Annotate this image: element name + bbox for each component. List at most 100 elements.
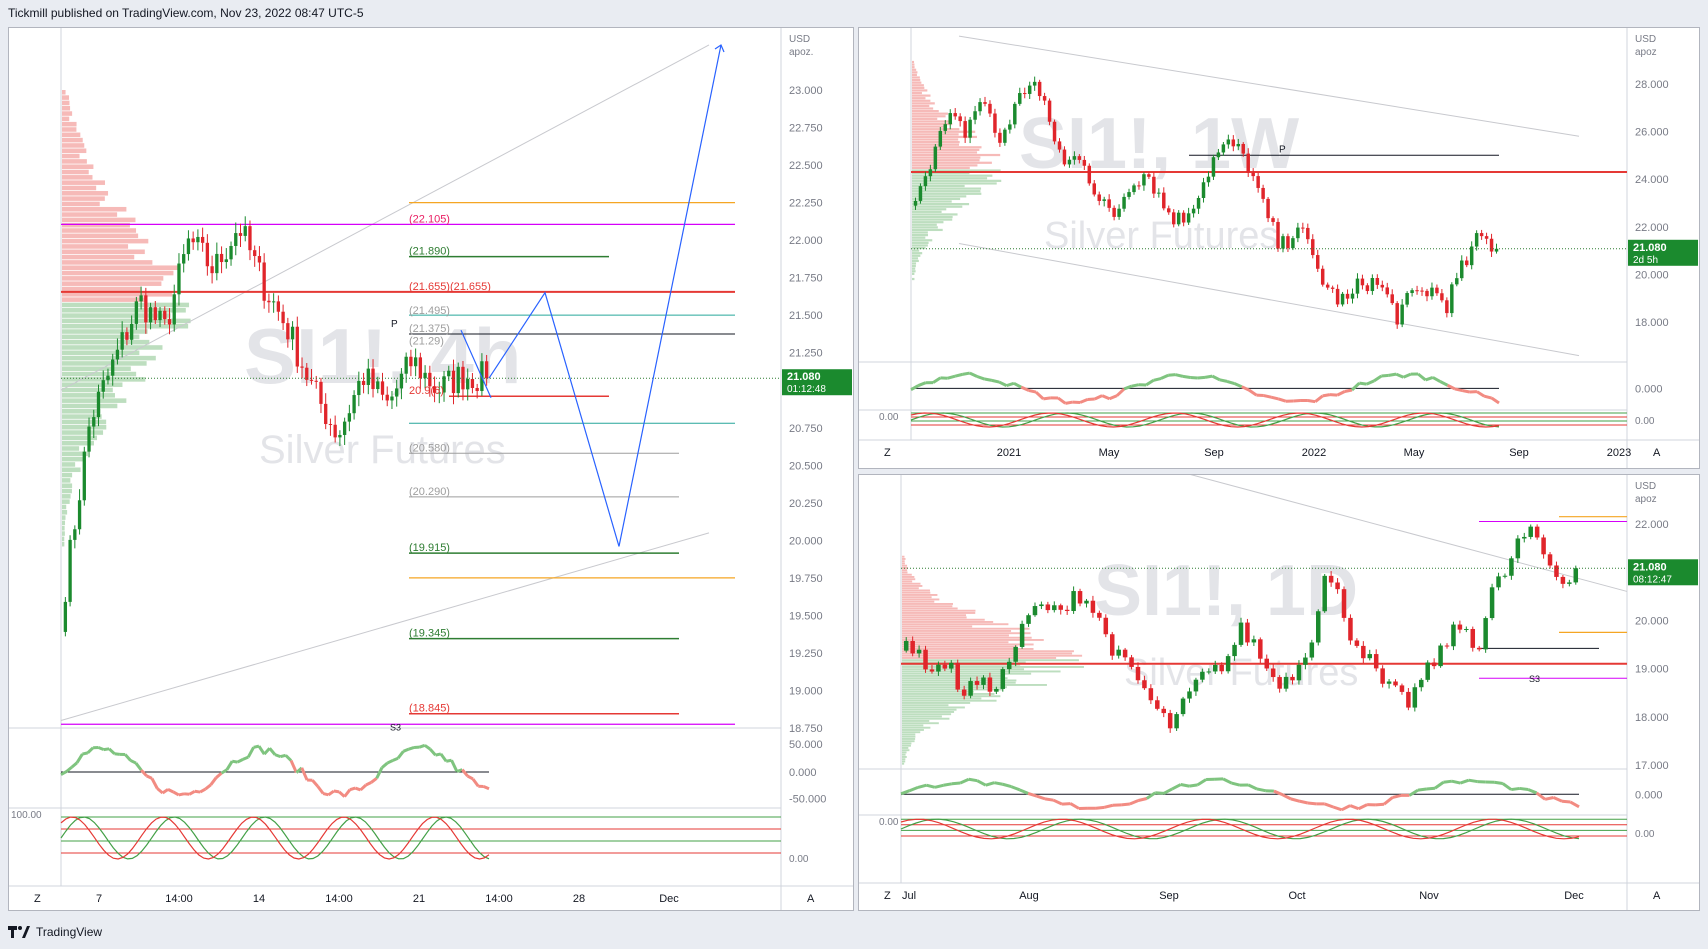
osc1-line <box>1020 385 1030 392</box>
osc1-line <box>985 781 995 787</box>
osc1-line <box>917 783 927 789</box>
candle-body <box>1400 304 1404 325</box>
volume-profile-bar <box>62 430 104 435</box>
osc1-line <box>1425 376 1434 382</box>
volume-profile-bar <box>62 121 77 127</box>
volume-profile-bar <box>62 127 77 132</box>
volume-profile-bar <box>902 762 905 765</box>
osc2-tick: 0.00 <box>789 854 809 865</box>
candle-body <box>1077 156 1082 160</box>
candle-body <box>177 263 181 295</box>
candle-body <box>1435 287 1439 294</box>
osc1-line <box>1290 797 1300 803</box>
volume-profile-bar <box>912 221 944 224</box>
chart-panel-1w[interactable]: USD apoz 28.000 26.000 24.000 22.000 20.000 18.… <box>858 27 1700 469</box>
currency-label: USD <box>1635 481 1656 492</box>
volume-profile-bar <box>902 711 955 713</box>
candle-body <box>1171 212 1176 225</box>
osc1-line <box>976 375 985 381</box>
osc1-line <box>1233 382 1243 389</box>
chart-panel-4h[interactable]: USD apoz. 23.000 22.750 22.500 22.250 22.000 21… <box>8 27 854 911</box>
candle-body <box>432 386 437 393</box>
osc1-line <box>471 778 480 788</box>
osc1-line <box>392 756 399 762</box>
candle-body <box>933 146 938 170</box>
countdown-label: 08:12:47 <box>1633 574 1672 585</box>
candle-body <box>1266 198 1270 219</box>
chart-panel-1d[interactable]: USDapoz22.00021.00020.00019.00018.00017.… <box>858 474 1700 911</box>
candle-body <box>1320 268 1325 285</box>
candle-body <box>144 295 148 323</box>
candle-body <box>139 295 143 302</box>
price-tick: 19.500 <box>789 610 823 622</box>
volume-profile-bar <box>62 451 88 457</box>
volume-profile-bar <box>902 589 930 592</box>
volume-profile-bar <box>902 612 976 614</box>
candle-body <box>1425 290 1429 297</box>
osc1-line <box>1115 387 1126 397</box>
candle-body <box>1380 668 1385 684</box>
volume-profile-bar <box>62 371 137 377</box>
z-button: Z <box>884 447 891 459</box>
volume-profile-bar <box>902 661 1026 664</box>
level-label: (21.29) <box>409 336 444 348</box>
osc1-tick: 0.000 <box>789 767 817 779</box>
volume-profile-bar <box>62 472 73 478</box>
osc1-line <box>236 758 244 764</box>
osc1-line <box>1388 372 1397 377</box>
price-tick: 22.000 <box>1635 222 1669 234</box>
time-tick: Oct <box>1288 890 1305 902</box>
volume-profile-bar <box>912 177 988 180</box>
volume-profile-bar <box>912 208 947 211</box>
price-tick: 20.500 <box>789 460 823 472</box>
time-tick: Dec <box>659 893 679 905</box>
osc1-line <box>246 746 255 758</box>
candle-body <box>1072 156 1077 160</box>
candle-body <box>395 388 399 397</box>
footer-brand[interactable]: TradingView <box>8 925 102 939</box>
candle-body <box>1291 238 1295 249</box>
osc1-line <box>1190 375 1198 380</box>
candle-body <box>1496 576 1501 588</box>
candle-body <box>1350 293 1355 299</box>
volume-profile-bar <box>62 318 191 324</box>
candle-body <box>987 677 993 692</box>
volume-profile-bar <box>62 175 93 180</box>
candle-body <box>1003 129 1007 143</box>
candle-body <box>1345 293 1350 299</box>
volume-profile-bar <box>902 580 913 583</box>
volume-profile-bar <box>912 244 928 247</box>
volume-profile-bar <box>912 97 926 100</box>
volume-profile-bar <box>912 133 959 136</box>
volume-profile-bar <box>902 569 908 572</box>
osc1-line <box>1459 778 1470 785</box>
osc1-line <box>926 783 936 789</box>
candle-body <box>949 662 954 669</box>
osc1-line <box>375 766 384 779</box>
candle-body <box>1148 688 1154 701</box>
osc2-line <box>910 412 1500 428</box>
volume-profile-bar <box>62 185 97 191</box>
osc1-line <box>199 787 207 794</box>
candle-body <box>916 649 922 654</box>
volume-profile-bar <box>902 560 905 563</box>
osc1-line <box>976 779 987 787</box>
osc1-line <box>150 777 159 790</box>
osc1-line <box>1168 373 1176 377</box>
volume-profile-bar <box>902 582 921 585</box>
candle-body <box>929 669 935 672</box>
volume-profile-bar <box>912 200 952 203</box>
volume-profile-bar <box>902 555 905 558</box>
volume-profile-bar <box>902 724 924 727</box>
osc1-tick: 50.000 <box>789 739 823 751</box>
volume-profile-bar <box>912 120 951 123</box>
osc1-line <box>1226 379 1235 385</box>
candle-body <box>1415 290 1419 292</box>
volume-profile-bar <box>912 68 917 71</box>
s3-label: S3 <box>1529 674 1540 684</box>
candle-body <box>111 359 115 376</box>
osc1-line <box>65 766 73 773</box>
volume-profile-bar <box>62 95 70 100</box>
candle-body <box>106 375 110 381</box>
volume-profile-bar <box>902 695 1001 698</box>
